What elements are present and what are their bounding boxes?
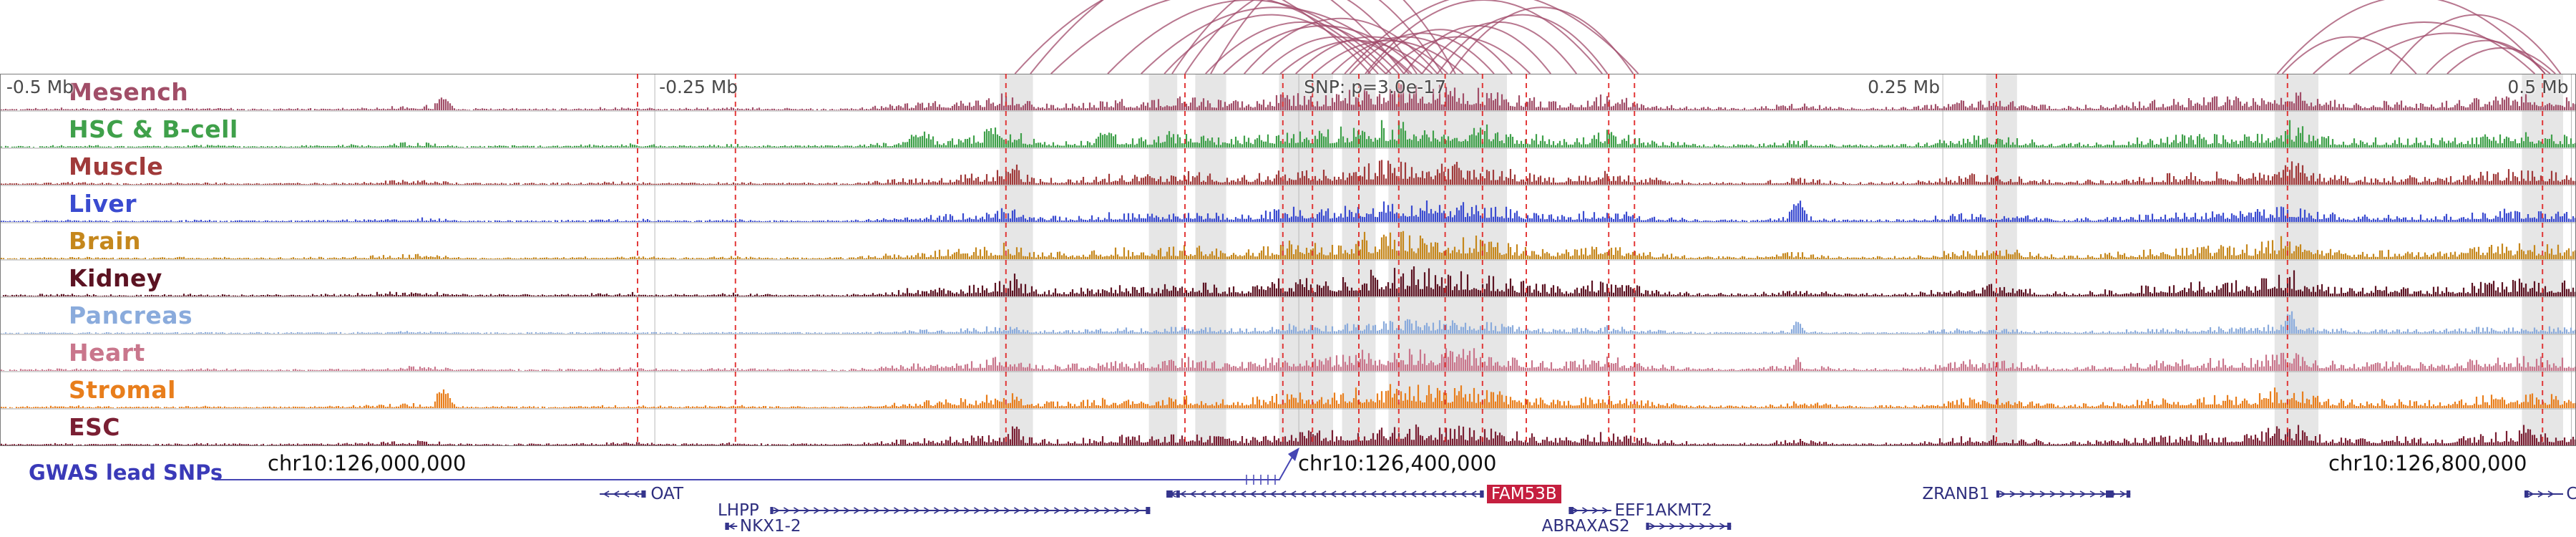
signal-track-muscle (0, 160, 2576, 185)
interaction-arc (1436, 14, 1609, 74)
interaction-arc (1223, 25, 1423, 74)
gwas-arrowhead-icon (1288, 448, 1299, 461)
interaction-arc (1210, 0, 1456, 74)
gene-strand-arrows-lhpp (774, 507, 1141, 514)
interaction-arc (1331, 36, 1480, 74)
signal-track-hsc-b-cell (0, 120, 2576, 147)
interaction-arc (2313, 21, 2536, 74)
interaction-arc (2281, 36, 2417, 74)
signal-track-brain (0, 231, 2576, 259)
signal-track-mesench (0, 84, 2576, 110)
gene-exon-abraxas2 (1727, 523, 1732, 530)
gene-exon-c (2524, 490, 2529, 498)
interaction-arc (1163, 14, 1379, 74)
gene-exon-nkx1-2 (725, 523, 729, 530)
signal-track-kidney (2, 266, 2576, 296)
gene-exon-zranb1 (1996, 490, 2000, 498)
gene-strand-arrows-oat (602, 490, 640, 498)
gene-exon-lhpp (770, 507, 774, 514)
interaction-arc (1030, 0, 1405, 74)
interaction-arc (1449, 6, 1634, 74)
interaction-arc (2426, 39, 2546, 74)
interaction-arc (2389, 14, 2562, 74)
interaction-arc (1244, 17, 1438, 74)
interaction-arc (1349, 32, 1495, 74)
gene-exon-zranb1 (2106, 490, 2114, 498)
gene-exon-fam53b (1166, 490, 1173, 498)
signal-track-pancreas (0, 311, 2576, 334)
gene-strand-arrows-c (2527, 490, 2555, 498)
gene-exon-lhpp (1146, 507, 1151, 514)
gene-exon-eef1akmt2 (1568, 507, 1574, 514)
gwas-connector-line (215, 451, 1296, 480)
interaction-arc (1184, 0, 1418, 74)
gene-strand-arrows-eef1akmt2 (1572, 507, 1609, 514)
interaction-arc (1279, 39, 1433, 74)
gene-strand-arrows-zranb1 (1999, 490, 2127, 498)
interaction-arc (1205, 21, 1400, 74)
signal-track-heart (0, 348, 2576, 371)
gene-exon-oat (641, 490, 646, 498)
interaction-arc (2348, 32, 2551, 74)
interaction-arc (2276, 0, 2546, 74)
gene-exon-abraxas2 (1646, 523, 1649, 530)
interaction-arc (1313, 39, 1464, 74)
interaction-arc (2446, 47, 2556, 74)
interaction-arc (1344, 0, 1639, 74)
interaction-arc (1050, 0, 1387, 74)
gene-exon-zranb1 (2126, 490, 2131, 498)
interaction-arc (1171, 0, 1443, 74)
interaction-arc (1367, 29, 1513, 74)
signal-track-stromal (0, 384, 2576, 408)
interaction-arc (1365, 0, 1603, 74)
gene-exon-fam53b (1176, 490, 1180, 498)
interaction-arc (1295, 36, 1448, 74)
gene-strand-arrows-nkx1-2 (728, 523, 735, 530)
interaction-arc (1262, 36, 1413, 74)
signal-track-esc (0, 424, 2576, 445)
signal-track-liver (0, 200, 2576, 222)
gene-strand-arrows-abraxas2 (1649, 523, 1727, 530)
gene-exon-fam53b (1480, 490, 1484, 498)
